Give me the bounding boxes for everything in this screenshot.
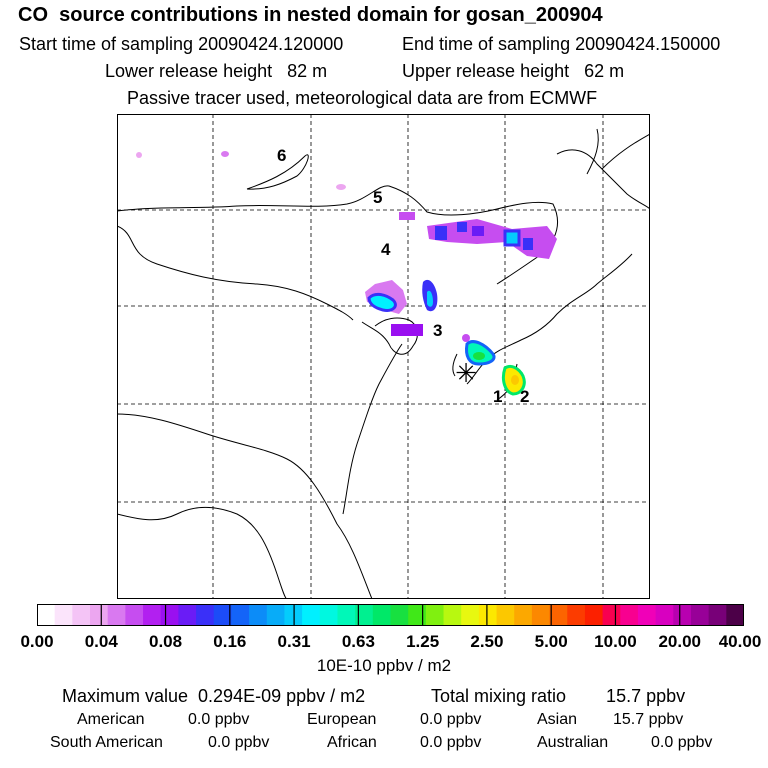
colorbar-tick-label: 5.00 <box>534 632 568 651</box>
region-label-1: 1 <box>493 387 502 406</box>
colorbar-tick-label: 40.00 <box>718 632 762 651</box>
region-label-2: 2 <box>520 387 529 406</box>
upper-release-label: Upper release height 62 m <box>402 61 625 81</box>
colorbar-cell <box>337 604 356 626</box>
colorbar-units: 10E-10 ppbv / m2 <box>316 656 452 675</box>
colorbar-cell <box>514 604 533 626</box>
region-name-african: African <box>327 734 377 751</box>
colorbar-tick-label: 0.08 <box>148 632 183 651</box>
receptor-star-icon: ✳ <box>455 359 477 389</box>
colorbar-cell <box>690 604 710 626</box>
colorbar-cell <box>478 604 498 626</box>
colorbar-tick-label: 10.00 <box>594 632 637 651</box>
colorbar-cell <box>531 604 551 626</box>
region-label-4: 4 <box>381 240 391 259</box>
colorbar-cell <box>372 604 392 626</box>
colorbar-cell <box>673 604 692 626</box>
colorbar-cell <box>549 604 568 626</box>
tracer-note: Passive tracer used, meteorological data… <box>127 88 598 108</box>
region-value-australian: 0.0 ppbv <box>651 734 713 751</box>
colorbar-tick-label: 0.63 <box>341 632 375 651</box>
colorbar-cell <box>637 604 657 626</box>
colorbar-cell <box>567 604 586 626</box>
region-name-asian: Asian <box>537 711 578 728</box>
colorbar-cell <box>602 604 621 626</box>
colorbar-cell <box>496 604 515 626</box>
region-name-south-american: South American <box>50 734 163 751</box>
lower-release-label: Lower release height 82 m <box>105 61 328 81</box>
region-name-australian: Australian <box>537 734 609 751</box>
region-value-asian: 15.7 ppbv <box>613 711 684 728</box>
colorbar-cell <box>390 604 409 626</box>
colorbar-cell <box>231 604 250 626</box>
colorbar-cell <box>143 604 162 626</box>
colorbar-tick-label: 0.31 <box>277 632 311 651</box>
concentration-plumes <box>136 151 557 396</box>
colorbar-cell <box>425 604 445 626</box>
region-label-5: 5 <box>373 188 382 207</box>
colorbar-cell <box>266 604 286 626</box>
colorbar-cell <box>196 604 215 626</box>
colorbar-cell <box>584 604 604 626</box>
region-value-american: 0.0 ppbv <box>188 711 250 728</box>
colorbar-tick-label: 2.50 <box>470 632 504 651</box>
colorbar-cell <box>443 604 462 626</box>
colorbar-cell <box>125 604 144 626</box>
region-value-south-american: 0.0 ppbv <box>208 734 270 751</box>
colorbar-cell <box>355 604 374 626</box>
colorbar-cell <box>319 604 339 626</box>
colorbar-cell <box>72 604 91 626</box>
colorbar-cell <box>107 604 126 626</box>
colorbar-cell <box>37 604 56 626</box>
colorbar-cell <box>213 604 233 626</box>
end-time-label: End time of sampling 20090424.150000 <box>402 34 721 54</box>
colorbar-cell <box>408 604 427 626</box>
colorbar-tick-label: 0.00 <box>20 632 54 651</box>
colorbar-cell <box>302 604 321 626</box>
colorbar-cell <box>461 604 480 626</box>
colorbar-cell <box>54 604 73 626</box>
colorbar-cell <box>726 604 744 626</box>
colorbar-cell <box>178 604 197 626</box>
region-name-european: European <box>307 711 377 728</box>
colorbar-cell <box>90 604 109 626</box>
start-time-label: Start time of sampling 20090424.120000 <box>19 34 344 54</box>
source-contribution-map: 6 5 4 3 1 2 ✳ <box>117 114 650 599</box>
colorbar-tick-label: 1.25 <box>406 632 440 651</box>
colorbar-cell <box>655 604 674 626</box>
colorbar-cell <box>708 604 727 626</box>
region-label-3: 3 <box>433 321 442 340</box>
region-label-6: 6 <box>277 146 286 165</box>
maximum-value: Maximum value 0.294E-09 ppbv / m2 <box>62 686 366 706</box>
colorbar-cell <box>249 604 268 626</box>
colorbar-cell <box>620 604 639 626</box>
total-mixing-ratio: Total mixing ratio 15.7 ppbv <box>431 686 686 706</box>
region-name-american: American <box>77 711 145 728</box>
colorbar-tick-label: 0.16 <box>213 632 247 651</box>
region-value-african: 0.0 ppbv <box>420 734 482 751</box>
region-value-european: 0.0 ppbv <box>420 711 482 728</box>
colorbar-tick-label: 20.00 <box>658 632 701 651</box>
map-title: CO source contributions in nested domain… <box>18 4 603 26</box>
colorbar <box>37 604 744 626</box>
colorbar-cell <box>160 604 179 626</box>
colorbar-tick-label: 0.04 <box>84 632 118 651</box>
